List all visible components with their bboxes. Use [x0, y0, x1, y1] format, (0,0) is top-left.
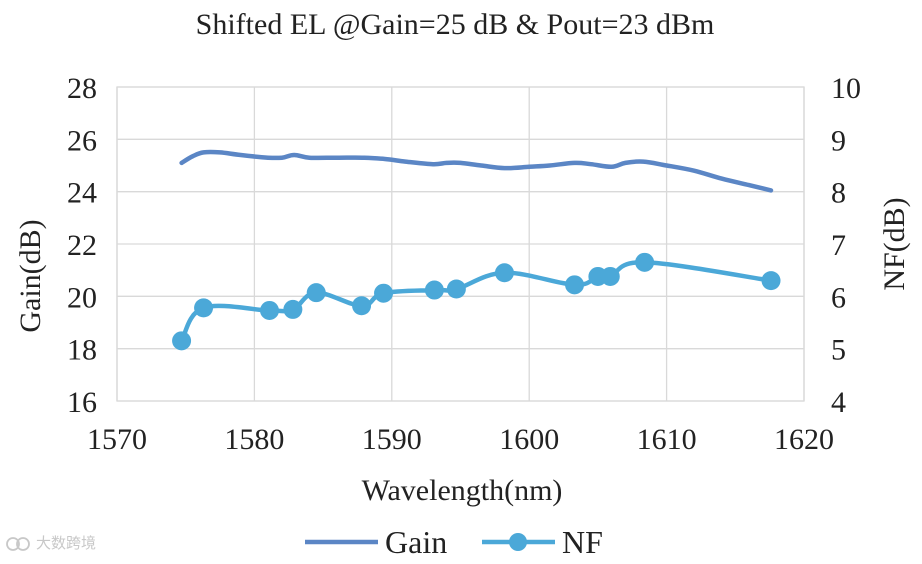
- y-left-tick-label: 24: [67, 177, 97, 210]
- y-right-tick-label: 9: [831, 124, 846, 157]
- legend-gain-label: Gain: [385, 524, 447, 560]
- x-tick-label: 1600: [499, 423, 559, 456]
- nf-data-point: [635, 252, 655, 272]
- watermark: 大数跨境: [6, 532, 96, 553]
- y-left-tick-label: 22: [67, 229, 97, 262]
- nf-data-point: [172, 331, 192, 351]
- nf-data-point: [283, 299, 303, 319]
- nf-data-point: [494, 263, 514, 283]
- gain-series-line: [179, 149, 774, 193]
- nf-data-point: [194, 298, 214, 318]
- series-layer: [172, 149, 781, 351]
- nf-data-point: [374, 283, 394, 303]
- nf-data-point: [761, 271, 781, 291]
- legend: Gain NF: [305, 524, 603, 560]
- y-right-tick-label: 5: [831, 334, 846, 367]
- y-right-tick-label: 10: [831, 72, 861, 105]
- y-left-tick-label: 26: [67, 124, 97, 157]
- y-axis-left-label: Gain(dB): [14, 219, 47, 332]
- x-tick-label: 1580: [224, 423, 284, 456]
- nf-data-point: [260, 300, 280, 320]
- y-right-tick-label: 8: [831, 177, 846, 210]
- y-right-tick-label: 7: [831, 229, 846, 262]
- x-tick-label: 1590: [362, 423, 422, 456]
- grid: [116, 86, 805, 402]
- watermark-logo-icon: [6, 536, 30, 551]
- nf-data-point: [600, 266, 620, 286]
- nf-data-point: [446, 279, 466, 299]
- legend-nf-marker: [509, 533, 527, 551]
- nf-data-point: [306, 283, 326, 303]
- x-axis-label: Wavelength(nm): [362, 474, 563, 507]
- nf-data-point: [424, 280, 444, 300]
- x-tick-label: 1620: [774, 423, 834, 456]
- y-left-tick-label: 18: [67, 334, 97, 367]
- y-left-tick-label: 28: [67, 72, 97, 105]
- y-axis-right-label: NF(dB): [878, 197, 911, 290]
- chart-title: Shifted EL @Gain=25 dB & Pout=23 dBm: [196, 8, 715, 41]
- nf-data-point: [565, 275, 585, 295]
- y-left-tick-label: 16: [67, 386, 97, 419]
- watermark-text: 大数跨境: [36, 534, 97, 552]
- nf-data-point: [352, 296, 372, 316]
- y-right-tick-label: 6: [831, 281, 846, 314]
- x-tick-label: 1610: [637, 423, 697, 456]
- y-right-tick-label: 4: [831, 386, 846, 419]
- axes: 1570 1580 1590 1600 1610 1620 16 18 20 22 24 26 28 4 5…: [67, 72, 861, 456]
- legend-nf-label: NF: [562, 524, 603, 560]
- y-left-tick-label: 20: [67, 281, 97, 314]
- x-tick-label: 1570: [87, 423, 147, 456]
